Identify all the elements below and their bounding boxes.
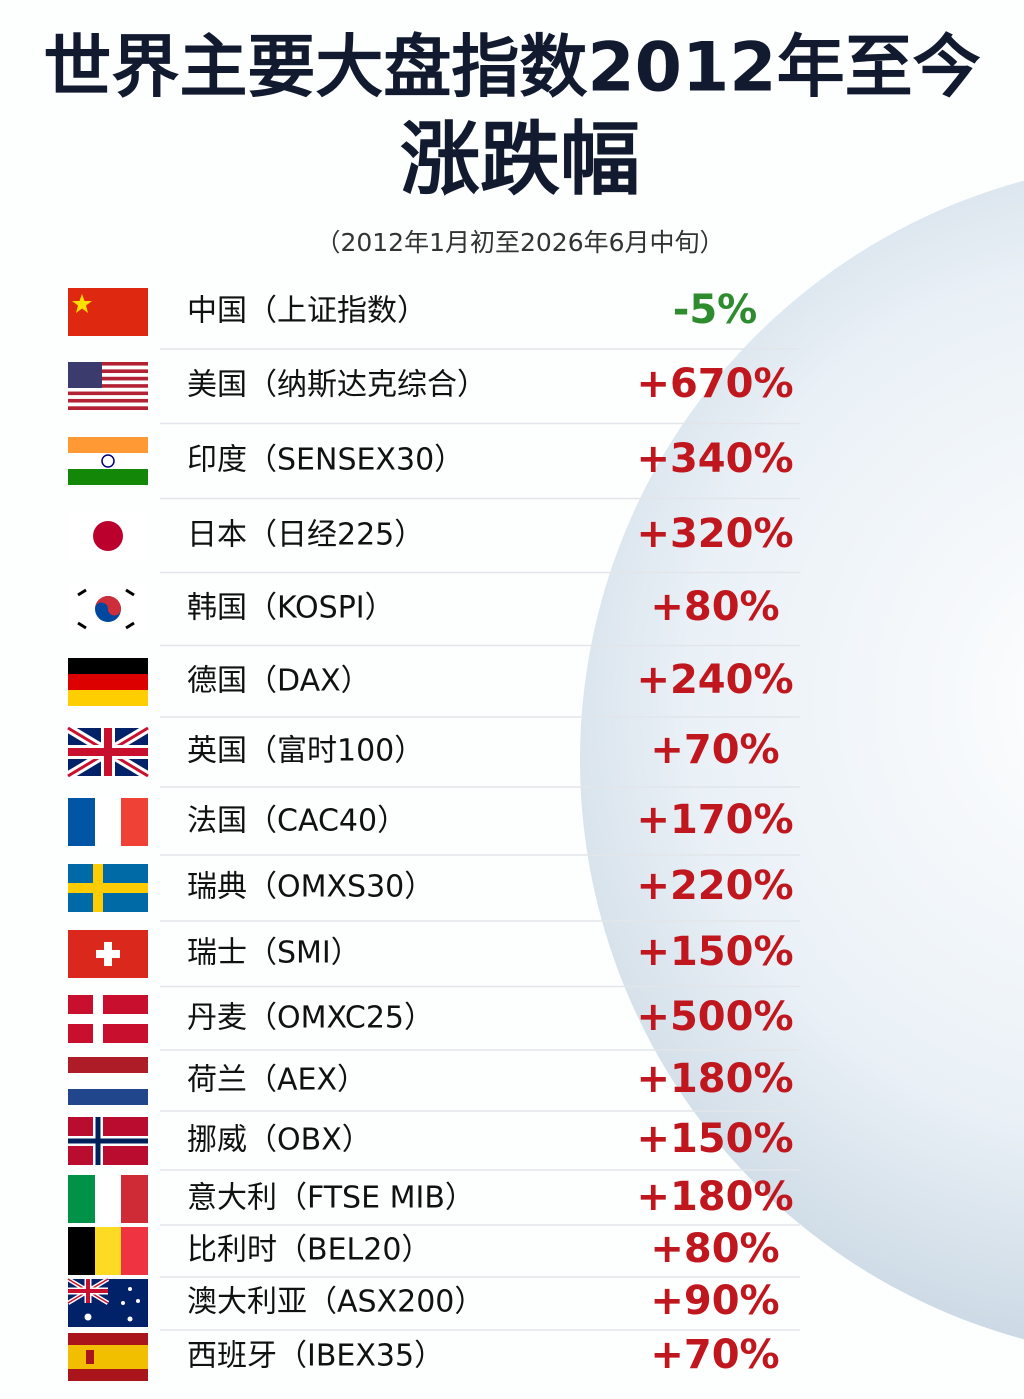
change-value: +70% — [650, 727, 779, 773]
subtitle: 涨跌幅 — [400, 113, 640, 206]
change-value: +320% — [636, 511, 793, 557]
change-value: +340% — [636, 436, 793, 482]
row: 瑞士（SMI） +150% — [68, 929, 800, 988]
row: 瑞典（OMXS30） +220% — [68, 863, 800, 922]
change-value: +150% — [636, 929, 793, 975]
index-label: 荷兰（AEX） — [187, 1063, 367, 1098]
row: 荷兰（AEX） +180% — [68, 1056, 800, 1112]
index-label: 挪威（OBX） — [187, 1123, 372, 1158]
row: 日本（日经225） +320% — [68, 511, 800, 574]
change-value: +180% — [636, 1056, 793, 1102]
index-label: 美国（纳斯达克综合） — [187, 368, 487, 403]
index-label: 丹麦（OMXC25） — [187, 1001, 434, 1036]
row: 韩国（KOSPI） +80% — [68, 584, 800, 647]
index-label: 意大利（FTSE MIB） — [187, 1181, 475, 1216]
change-value: +240% — [636, 657, 793, 703]
index-label: 瑞士（SMI） — [187, 936, 361, 971]
flag — [68, 585, 148, 633]
flag — [68, 1175, 148, 1223]
index-label: 中国（上证指数） — [187, 294, 427, 329]
change-value: +500% — [636, 994, 793, 1040]
flag — [65, 724, 151, 780]
flag — [68, 1227, 148, 1275]
flag — [68, 362, 148, 410]
rows: 中国（上证指数） -5% 美国（纳斯达克综合） +670% 印度（SENSEX30） +3… — [65, 287, 800, 1381]
index-label: 英国（富时100） — [187, 734, 424, 769]
row: 中国（上证指数） -5% — [68, 287, 800, 350]
change-value: +180% — [636, 1174, 793, 1220]
index-label: 日本（日经225） — [187, 518, 424, 553]
index-label: 澳大利亚（ASX200） — [187, 1285, 484, 1320]
change-value: +70% — [650, 1332, 779, 1378]
flag — [68, 658, 148, 706]
flag — [68, 437, 148, 485]
flag — [68, 798, 148, 846]
flag — [68, 930, 148, 978]
row: 比利时（BEL20） +80% — [68, 1226, 800, 1278]
flag — [68, 1333, 148, 1381]
index-label: 印度（SENSEX30） — [187, 443, 464, 478]
row: 西班牙（IBEX35） +70% — [68, 1332, 780, 1381]
row: 意大利（FTSE MIB） +180% — [68, 1174, 800, 1226]
period: （2012年1月初至2026年6月中旬） — [315, 228, 724, 257]
flag — [66, 1277, 148, 1327]
change-value: +170% — [636, 797, 793, 843]
change-value: +150% — [636, 1116, 793, 1162]
row: 澳大利亚（ASX200） +90% — [66, 1277, 800, 1331]
row: 印度（SENSEX30） +340% — [68, 436, 800, 500]
index-label: 瑞典（OMXS30） — [187, 870, 434, 905]
row: 法国（CAC40） +170% — [68, 797, 800, 856]
change-value: +80% — [650, 1226, 779, 1272]
flag — [68, 1057, 148, 1105]
row: 德国（DAX） +240% — [68, 657, 800, 718]
index-label: 法国（CAC40） — [187, 804, 407, 839]
row: 美国（纳斯达克综合） +670% — [68, 361, 800, 425]
change-value: +220% — [636, 863, 793, 909]
flag — [68, 288, 148, 336]
index-label: 比利时（BEL20） — [187, 1233, 431, 1268]
index-label: 德国（DAX） — [187, 664, 371, 699]
title: 世界主要大盘指数2012年至今 — [43, 29, 980, 108]
flag — [68, 1117, 148, 1165]
change-value: +90% — [650, 1278, 779, 1324]
change-value: -5% — [673, 287, 758, 333]
index-label: 韩国（KOSPI） — [187, 591, 395, 626]
change-value: +670% — [636, 361, 793, 407]
change-value: +80% — [650, 584, 779, 630]
flag — [68, 995, 148, 1043]
index-label: 西班牙（IBEX35） — [187, 1339, 444, 1374]
row: 挪威（OBX） +150% — [68, 1116, 800, 1171]
row: 英国（富时100） +70% — [65, 724, 800, 788]
flag — [68, 512, 148, 560]
row: 丹麦（OMXC25） +500% — [68, 994, 800, 1051]
flag — [68, 864, 148, 912]
